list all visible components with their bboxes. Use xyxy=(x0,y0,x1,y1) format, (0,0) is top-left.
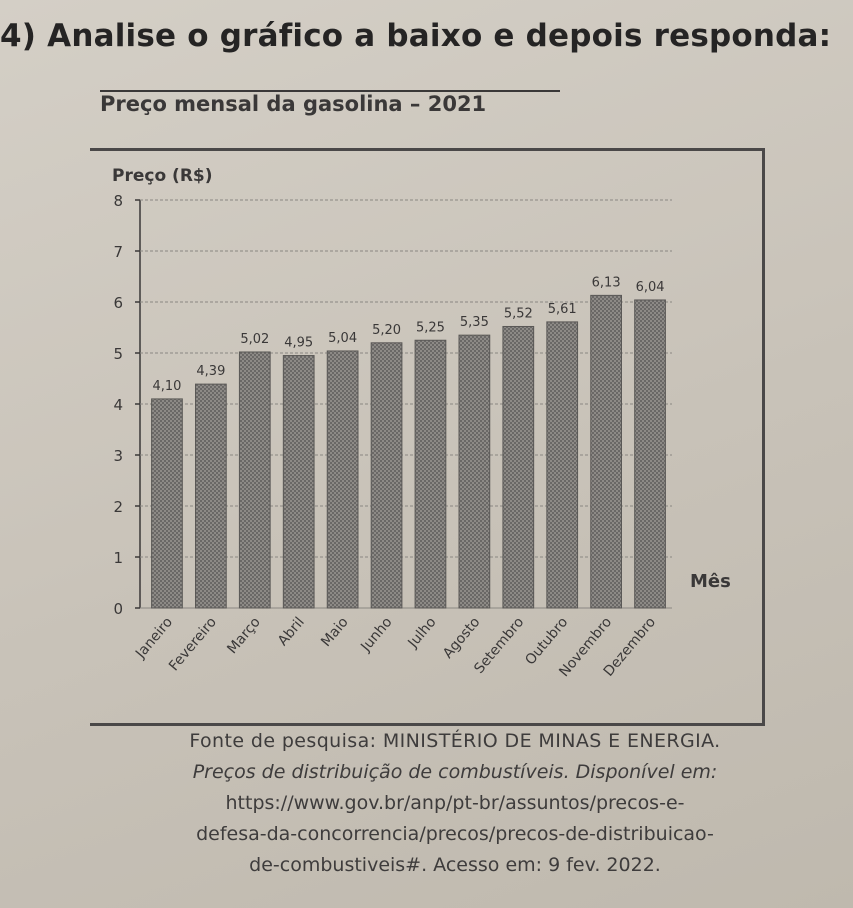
y-tick-label: 1 xyxy=(113,549,123,567)
x-tick-label: Maio xyxy=(318,614,352,650)
bar-maro xyxy=(238,351,271,609)
data-label: 5,35 xyxy=(460,315,489,330)
data-label: 6,13 xyxy=(592,275,621,290)
bar-abril xyxy=(282,355,315,609)
y-tick-label: 5 xyxy=(113,345,123,363)
data-label: 5,52 xyxy=(504,306,533,321)
bar-novembro xyxy=(590,294,622,609)
x-tick-label: Junho xyxy=(357,614,395,655)
x-axis-label: Mês xyxy=(690,571,731,592)
data-label: 6,04 xyxy=(636,280,665,295)
source-citation: Fonte de pesquisa: MINISTÉRIO DE MINAS E… xyxy=(60,726,850,881)
source-line-2: Preços de distribuição de combustíveis. … xyxy=(192,761,718,783)
bar-julho xyxy=(414,339,447,609)
source-line-4: defesa-da-concorrencia/precos/precos-de-… xyxy=(196,823,714,845)
bar-chart: 0123456784,10Janeiro4,39Fevereiro5,02Mar… xyxy=(112,166,731,680)
x-tick-label: Janeiro xyxy=(132,614,176,662)
y-tick-label: 2 xyxy=(113,498,123,516)
data-label: 4,39 xyxy=(196,364,225,379)
question-text: 4) Analise o gráfico a baixo e depois re… xyxy=(0,18,832,54)
y-tick-label: 6 xyxy=(113,294,123,312)
chart-frame xyxy=(90,148,765,726)
source-line-1: Fonte de pesquisa: MINISTÉRIO DE MINAS E… xyxy=(189,730,721,752)
x-tick-label: Julho xyxy=(405,614,440,651)
data-label: 5,20 xyxy=(372,323,401,338)
y-tick-label: 0 xyxy=(113,600,123,618)
x-tick-label: Março xyxy=(224,614,263,657)
data-label: 5,61 xyxy=(548,302,577,317)
y-tick-label: 3 xyxy=(113,447,123,465)
data-label: 4,95 xyxy=(284,336,313,351)
source-line-3: https://www.gov.br/anp/pt-br/assuntos/pr… xyxy=(225,792,685,814)
data-label: 5,02 xyxy=(240,332,269,347)
bar-outubro xyxy=(546,321,579,609)
bar-setembro xyxy=(502,325,535,609)
title-rule xyxy=(100,90,560,92)
bar-fevereiro xyxy=(195,383,227,609)
y-tick-label: 4 xyxy=(113,396,123,414)
y-axis-label: Preço (R$) xyxy=(112,166,213,186)
source-line-5: de-combustiveis#. Acesso em: 9 fev. 2022… xyxy=(249,854,661,876)
chart-title: Preço mensal da gasolina – 2021 xyxy=(100,92,487,116)
data-label: 5,04 xyxy=(328,331,357,346)
bar-junho xyxy=(370,342,403,609)
y-tick-label: 7 xyxy=(113,243,123,261)
data-label: 4,10 xyxy=(152,379,181,394)
bar-dezembro xyxy=(634,299,666,609)
data-label: 5,25 xyxy=(416,320,445,335)
bar-agosto xyxy=(458,334,491,609)
y-tick-label: 8 xyxy=(113,192,123,210)
x-tick-label: Abril xyxy=(275,614,308,649)
bar-maio xyxy=(326,350,359,609)
bar-janeiro xyxy=(151,398,183,609)
x-tick-label: Agosto xyxy=(440,614,483,661)
